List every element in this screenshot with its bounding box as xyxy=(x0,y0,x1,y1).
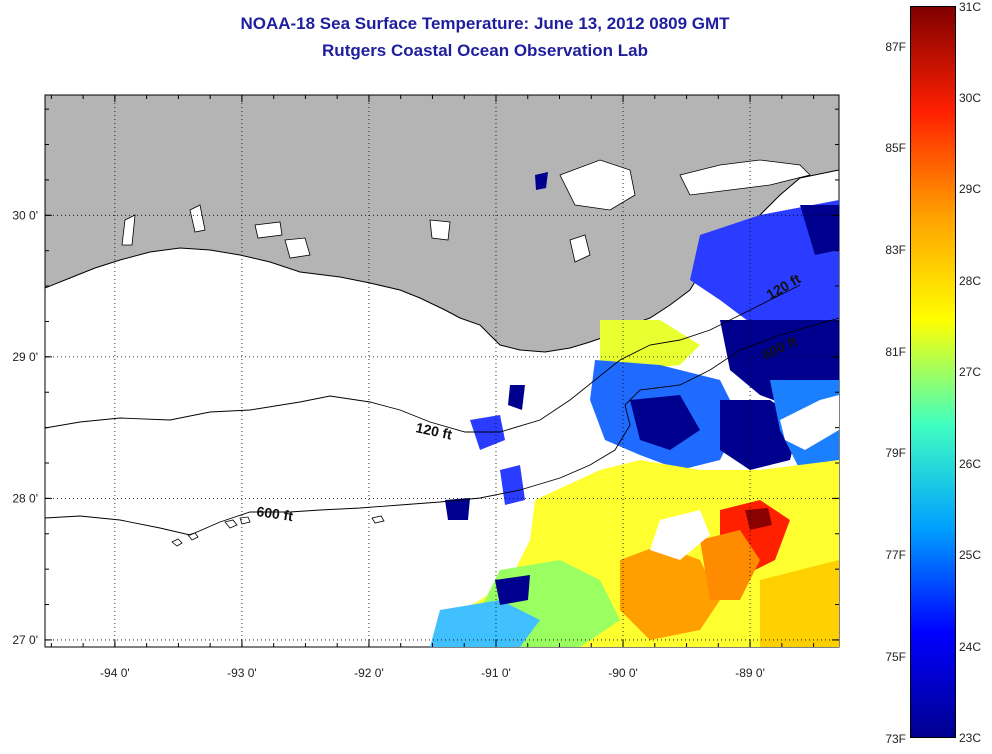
gridlines xyxy=(45,95,839,647)
colorbar-fahrenheit-label: 75F xyxy=(885,649,906,664)
contour-islands xyxy=(171,515,385,547)
colorbar-celsius-label: 30C xyxy=(959,90,982,105)
contour-600ft-west xyxy=(45,317,839,536)
colorbar-celsius-label: 24C xyxy=(959,639,982,654)
colorbar-celsius-label: 25C xyxy=(959,548,982,562)
lake xyxy=(121,214,136,246)
lake xyxy=(284,237,311,259)
colorbar-celsius-label: 31C xyxy=(959,0,982,14)
lon-tick-label: -92 0' xyxy=(354,666,384,680)
colorbar-fahrenheit-label: 85F xyxy=(885,141,906,156)
colorbar xyxy=(910,6,956,738)
title-line-2: Rutgers Coastal Ocean Observation Lab xyxy=(322,41,648,60)
colorbar-celsius-label: 28C xyxy=(959,273,982,288)
lon-tick-label: -94 0' xyxy=(100,666,130,680)
colorbar-fahrenheit-label: 83F xyxy=(885,243,906,257)
colorbar-celsius-label: 29C xyxy=(959,182,982,196)
lon-tick-label: -93 0' xyxy=(227,666,257,680)
contour-label-600ft: 600 ft xyxy=(256,503,295,524)
sst-data-layer xyxy=(430,172,839,647)
colorbar-fahrenheit-label: 79F xyxy=(885,446,906,461)
axis-labels: -94 0' -93 0' -92 0' -91 0' -90 0' -89 0' 27 0… xyxy=(12,208,765,680)
colorbar-fahrenheit-label: 81F xyxy=(885,344,906,359)
lake xyxy=(679,159,811,196)
lake xyxy=(559,159,636,211)
lon-tick-label: -91 0' xyxy=(481,666,511,680)
lat-tick-label: 30 0' xyxy=(12,208,38,222)
lon-tick-label: -90 0' xyxy=(608,666,638,680)
lake xyxy=(254,221,283,239)
contour-label-120ft: 120 ft xyxy=(414,419,453,442)
colorbar-celsius-label: 23C xyxy=(959,731,982,745)
lat-tick-label: 29 0' xyxy=(12,350,38,364)
colorbar-fahrenheit-label: 87F xyxy=(885,39,906,54)
contour-120ft-west xyxy=(45,284,801,433)
lake xyxy=(429,219,451,241)
colorbar-fahrenheit-label: 77F xyxy=(885,548,906,562)
colorbar-celsius-label: 27C xyxy=(959,365,982,379)
title-line-1: NOAA-18 Sea Surface Temperature: June 13… xyxy=(240,14,730,33)
colorbar-celsius-label: 26C xyxy=(959,456,982,471)
lat-tick-label: 28 0' xyxy=(12,491,38,505)
ticks xyxy=(45,95,839,647)
colorbar-fahrenheit-label: 73F xyxy=(885,732,906,746)
sst-map: -94 0' -93 0' -92 0' -91 0' -90 0' -89 0' 27 0… xyxy=(12,94,840,680)
lat-tick-label: 27 0' xyxy=(12,633,38,647)
lake xyxy=(189,204,206,233)
lon-tick-label: -89 0' xyxy=(735,666,765,680)
lake xyxy=(569,234,591,263)
